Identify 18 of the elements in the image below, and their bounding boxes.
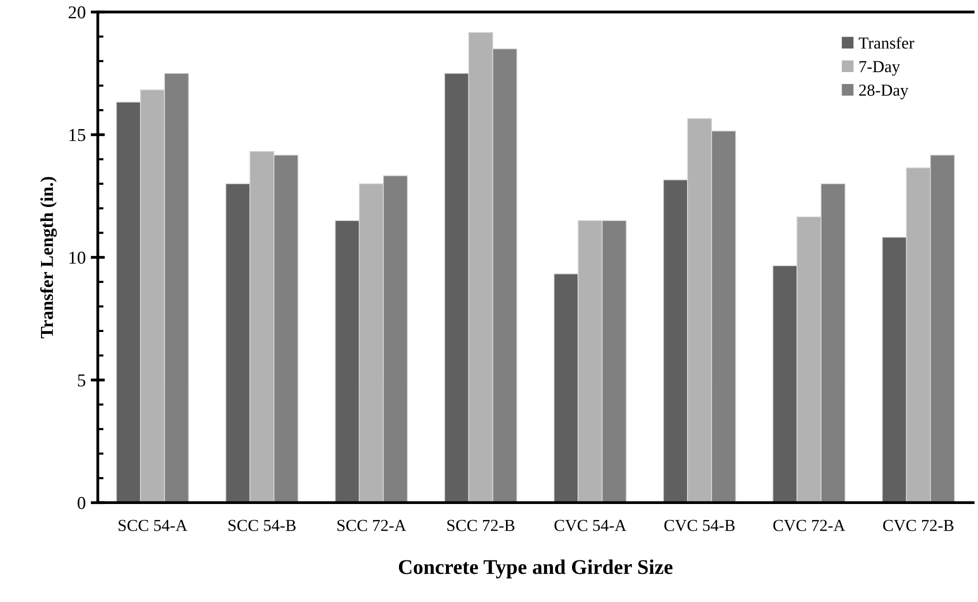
legend-label: 28-Day xyxy=(859,84,908,100)
y-axis-title: Transfer Length (in.) xyxy=(40,176,57,338)
y-tick-label: 5 xyxy=(78,374,86,386)
legend-label: Transfer xyxy=(858,36,914,49)
y-tick-label: 15 xyxy=(70,129,86,142)
x-tick-label: SCC 72-B xyxy=(447,520,514,532)
legend-label: 7-Day xyxy=(860,61,900,76)
x-tick-label: SCC 54-B xyxy=(228,520,296,532)
y-tick-label: 20 xyxy=(68,6,86,18)
x-tick-label: CVC 54-A xyxy=(554,520,626,532)
y-tick-label: 0 xyxy=(78,496,86,510)
x-tick-label: CVC 72-B xyxy=(883,520,954,532)
y-tick-label: 10 xyxy=(70,252,86,264)
x-tick-label: SCC 54-A xyxy=(118,520,188,532)
x-tick-label: SCC 72-A xyxy=(337,520,406,532)
x-tick-label: CVC 54-B xyxy=(664,520,735,532)
x-tick-label: CVC 72-A xyxy=(773,520,846,532)
x-axis-title: Concrete Type and Girder Size xyxy=(398,559,672,578)
